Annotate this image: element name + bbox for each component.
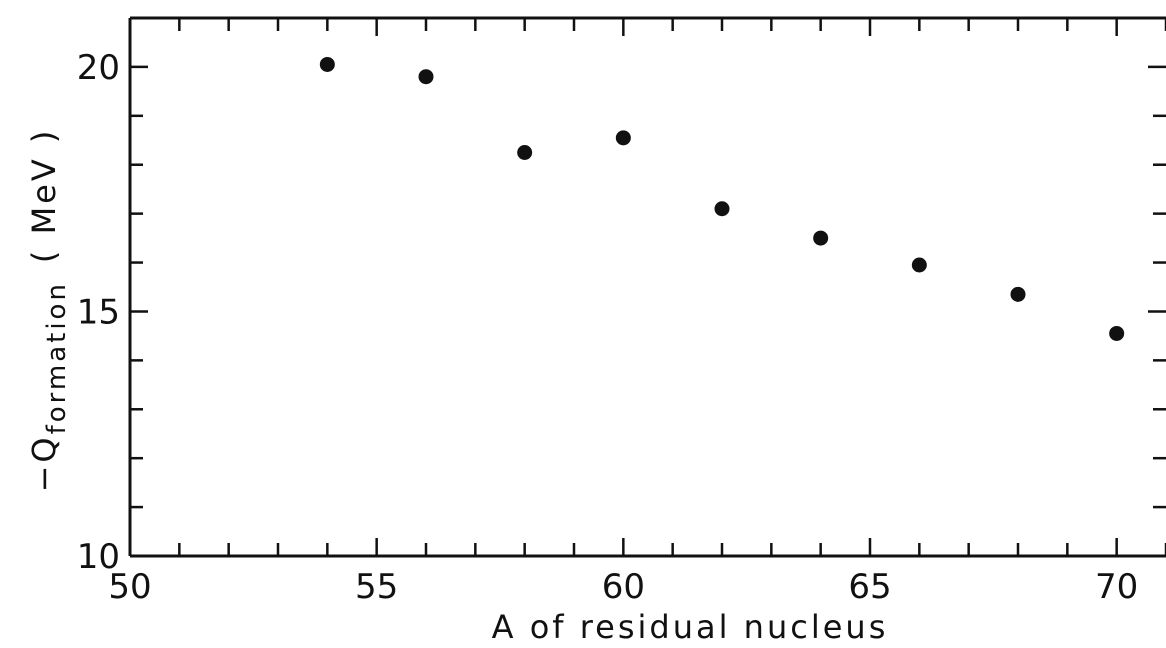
y-axis-title-main: −Q — [25, 434, 63, 492]
y-tick-label: 15 — [77, 292, 120, 332]
y-axis-title-sub: formation — [42, 281, 72, 434]
x-tick-label: 60 — [602, 567, 645, 607]
plot-frame — [128, 16, 1166, 558]
y-axis-title: −Qformation ( MeV ) — [25, 128, 72, 493]
y-axis-title-unit: ( MeV ) — [25, 128, 63, 264]
data-point — [714, 201, 730, 217]
data-point — [1109, 325, 1125, 341]
x-tick-label: 55 — [355, 567, 398, 607]
y-tick-label: 20 — [77, 48, 120, 88]
data-point — [517, 145, 533, 160]
data-point — [615, 130, 631, 146]
x-tick-label: 50 — [108, 567, 151, 607]
data-point — [418, 69, 434, 85]
data-point — [319, 56, 335, 72]
data-point — [1010, 286, 1026, 302]
svg-text:−Qformation( MeV ): −Qformation ( MeV ) — [25, 128, 72, 493]
data-points — [319, 56, 1125, 341]
data-point — [911, 257, 927, 273]
y-tick-label: 10 — [77, 537, 120, 577]
x-tick-label: 70 — [1095, 567, 1138, 607]
x-axis-title: A of residual nucleus — [492, 608, 889, 646]
axis-ticks — [128, 16, 1166, 558]
tick-labels: 50 55 60 65 70 10 15 20 — [77, 48, 1139, 607]
x-tick-label: 65 — [848, 567, 891, 607]
data-point — [813, 230, 829, 246]
